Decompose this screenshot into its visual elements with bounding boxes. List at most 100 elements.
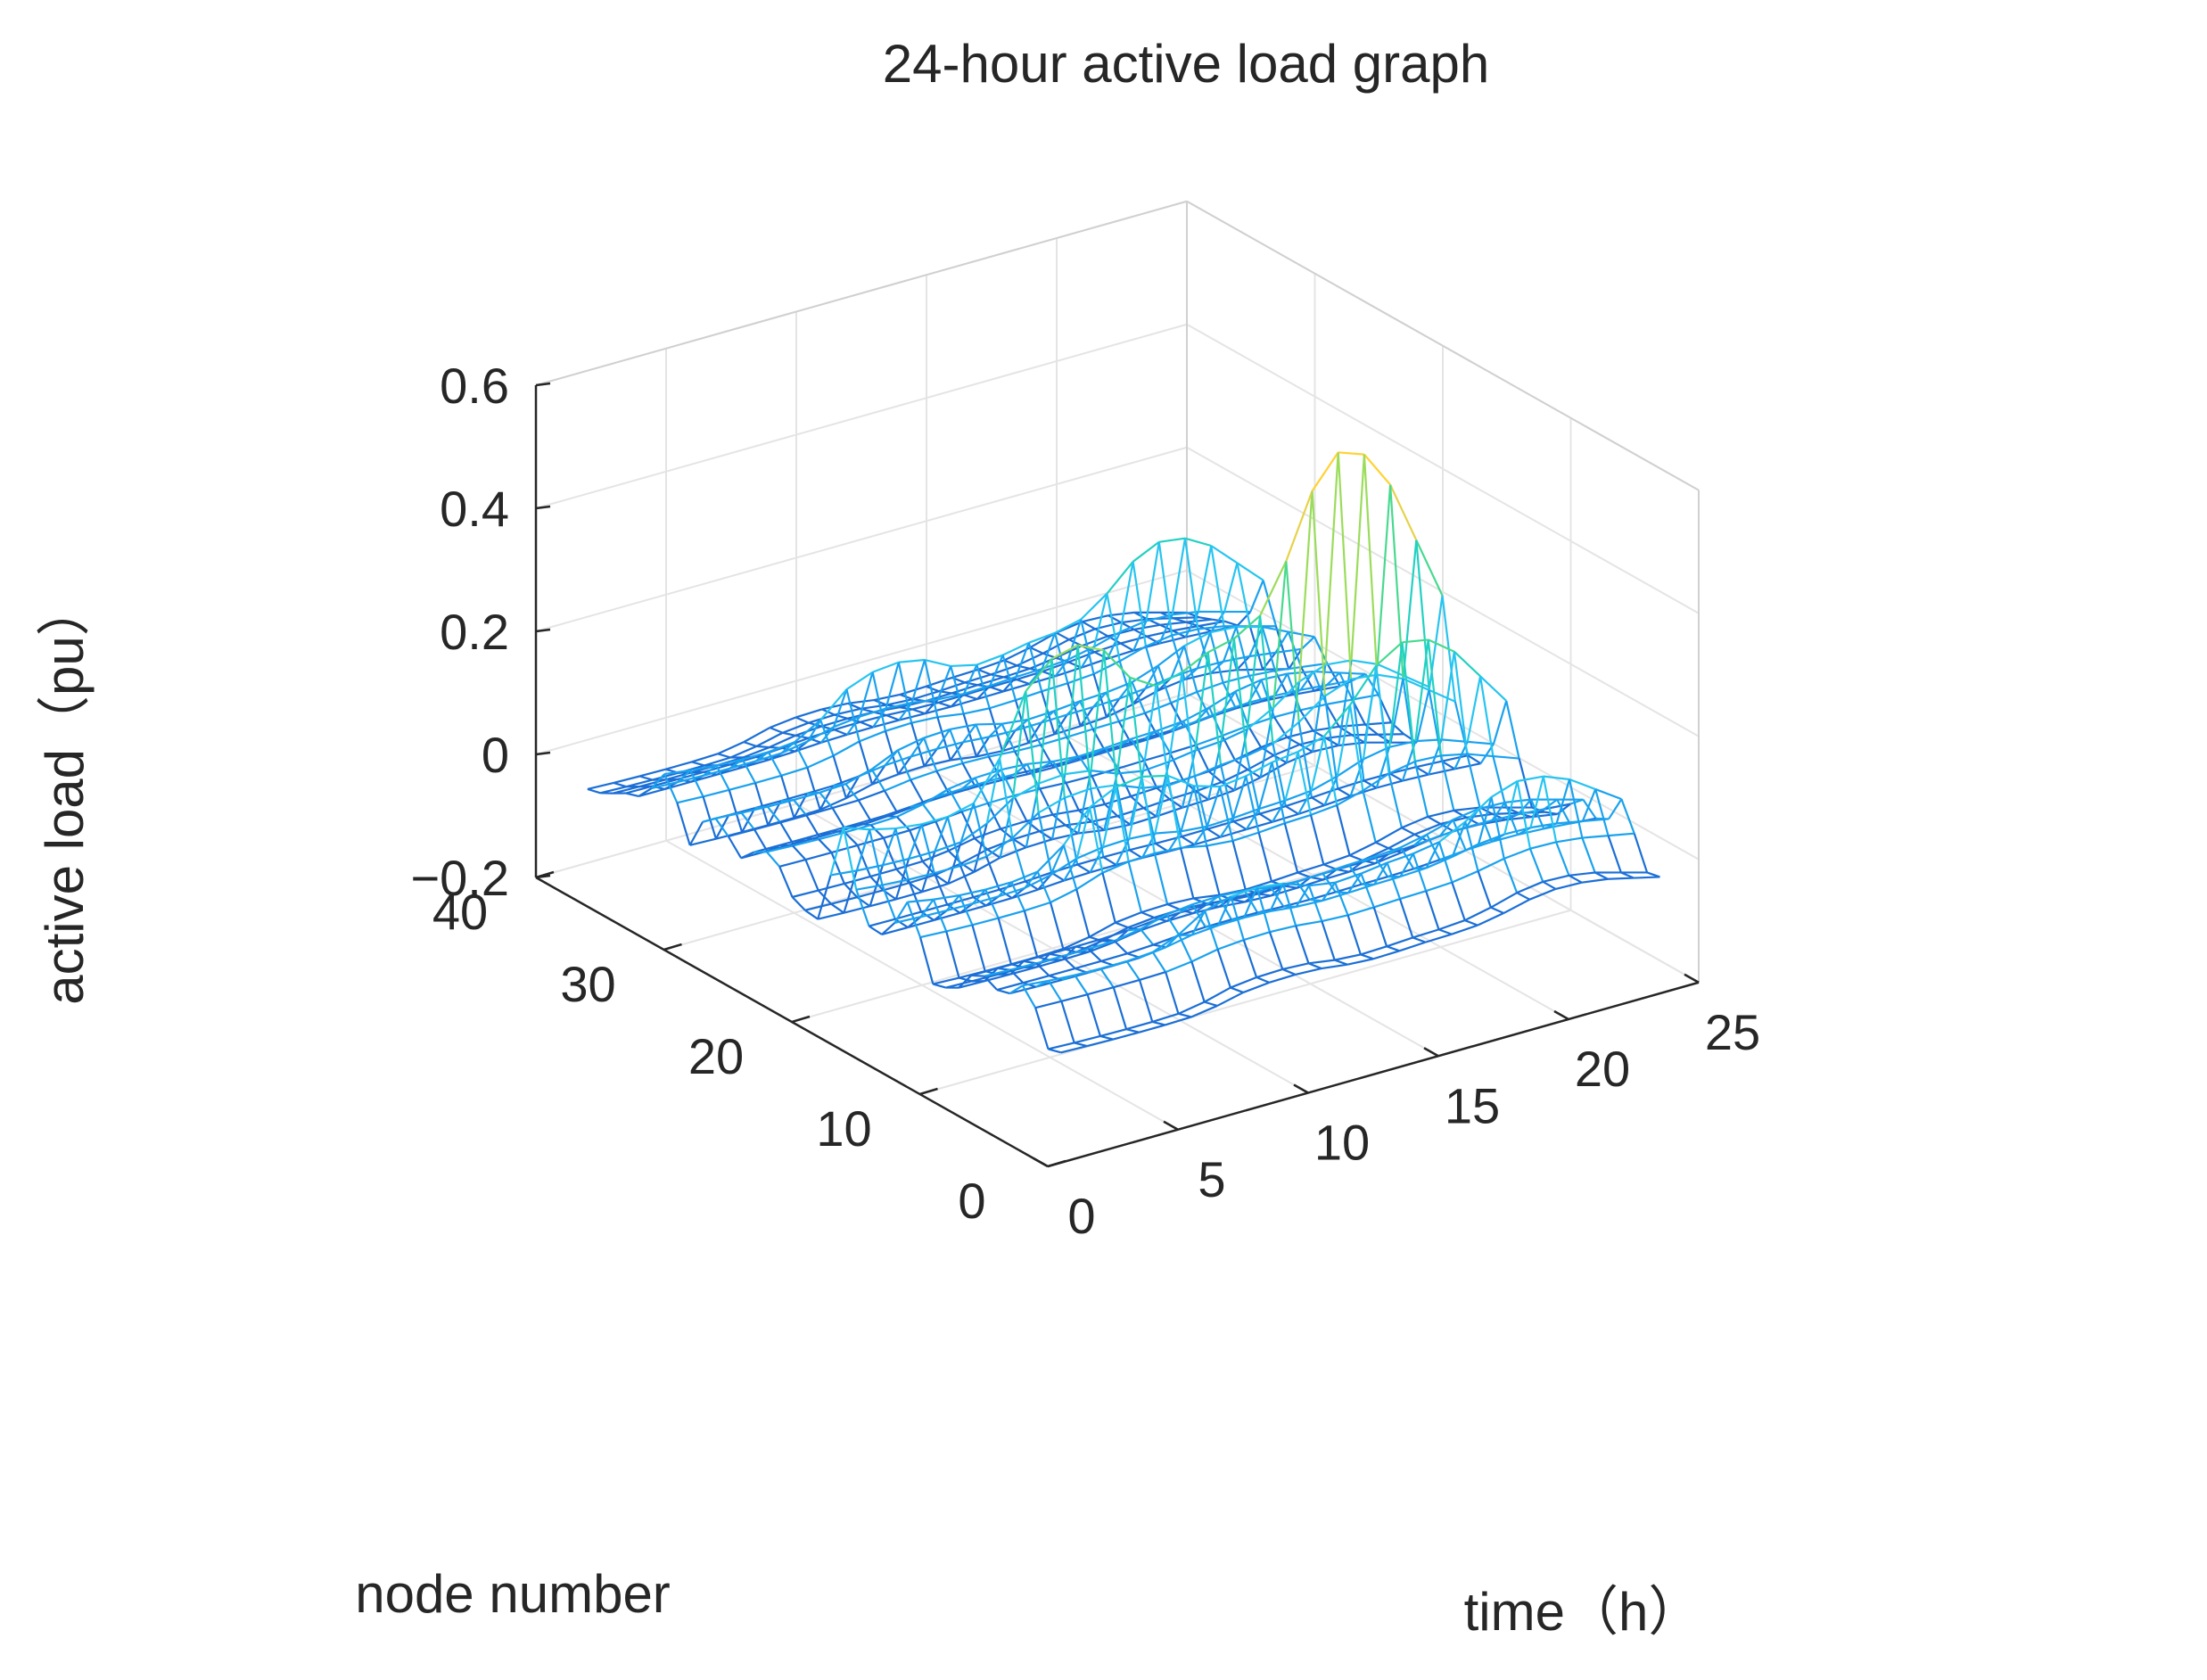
mesh-line-time: [1103, 849, 1130, 859]
mesh-line-node: [961, 762, 976, 788]
mesh-line-time: [910, 770, 937, 781]
mesh-line-time: [1089, 921, 1116, 938]
mesh-line-time: [1141, 919, 1168, 932]
mesh-line-time: [1014, 767, 1041, 776]
mesh-line-node: [1075, 807, 1091, 859]
mesh-line-time: [819, 688, 848, 721]
mesh-line-time: [1126, 943, 1154, 955]
mesh-line-node: [1582, 799, 1597, 819]
mesh-line-node: [1074, 1042, 1088, 1048]
mesh-line-node: [1312, 671, 1328, 705]
mesh-line-time: [881, 926, 909, 936]
mesh-line-node: [794, 741, 809, 769]
mesh-line-node: [1015, 642, 1030, 678]
mesh-line-node: [1464, 821, 1479, 872]
mesh-line-node: [1061, 955, 1076, 969]
mesh-line-node: [1477, 796, 1493, 844]
mesh-line-node: [1337, 787, 1352, 797]
mesh-line-time: [1105, 737, 1132, 749]
mesh-line-node: [1035, 962, 1050, 976]
node-tick-mark: [919, 1087, 938, 1096]
mesh-line-time: [1308, 959, 1335, 965]
mesh-line-time: [1297, 735, 1325, 753]
mesh-line-time: [1172, 610, 1198, 616]
mesh-line-node: [1323, 775, 1338, 806]
mesh-line-time: [794, 809, 821, 819]
mesh-line-node: [831, 807, 846, 830]
mesh-line-time: [1131, 729, 1158, 740]
mesh-line-node: [1334, 882, 1349, 916]
mesh-line-node: [1338, 660, 1353, 746]
mesh-line-node: [1151, 951, 1167, 973]
mesh-line-node: [1633, 833, 1649, 873]
mesh-line-time: [1002, 682, 1030, 693]
mesh-line-node: [933, 983, 946, 989]
mesh-line-node: [1101, 786, 1117, 848]
mesh-line-node: [922, 737, 938, 772]
mesh-line-node: [805, 814, 820, 837]
mesh-line-time: [884, 805, 911, 817]
z-tick-mark: [535, 505, 551, 510]
mesh-line-time: [949, 723, 976, 731]
mesh-line-time: [703, 767, 730, 777]
mesh-line-node: [1271, 762, 1286, 824]
mesh-line-node: [1166, 775, 1182, 849]
mesh-line-node: [1102, 856, 1117, 866]
mesh-line-node: [972, 888, 987, 905]
mesh-line-time: [1158, 537, 1186, 543]
mesh-line-node: [806, 767, 821, 811]
mesh-line-node: [896, 749, 912, 780]
mesh-line-node: [1028, 668, 1043, 685]
mesh-line-node: [1190, 910, 1206, 935]
mesh-line-time: [1038, 796, 1066, 814]
time-tick-mark: [1553, 1009, 1569, 1021]
mesh-line-node: [1204, 1001, 1218, 1007]
mesh-line-time: [1210, 545, 1239, 564]
mesh-line-time: [1119, 645, 1147, 663]
mesh-line-node: [1478, 808, 1493, 843]
back-wall-gridline: [535, 569, 1188, 755]
mesh-line-time: [1387, 852, 1414, 864]
mesh-line-time: [1440, 753, 1468, 757]
mesh-line-time: [856, 889, 884, 899]
mesh-line-time: [925, 705, 951, 715]
mesh-line-node: [870, 769, 885, 792]
mesh-line-time: [599, 786, 627, 795]
mesh-line-time: [1454, 762, 1481, 770]
mesh-line-time: [1349, 664, 1378, 706]
mesh-line-time: [857, 814, 885, 825]
mesh-line-time: [1517, 775, 1544, 783]
mesh-line-time: [1025, 838, 1053, 849]
mesh-line-node: [1023, 910, 1039, 958]
mesh-line-node: [1001, 655, 1017, 701]
top-edge: [1186, 200, 1700, 491]
mesh-line-time: [625, 785, 653, 795]
mesh-line-time: [1178, 1001, 1206, 1015]
mesh-line-time: [896, 803, 924, 818]
mesh-line-time: [1324, 678, 1352, 697]
mesh-line-node: [1257, 832, 1273, 882]
mesh-line-time: [1272, 812, 1299, 823]
mesh-line-time: [950, 755, 977, 762]
mesh-line-node: [1347, 864, 1363, 885]
mesh-line-time: [1074, 1034, 1101, 1044]
mesh-line-node: [1181, 836, 1195, 846]
mesh-line-time: [1165, 960, 1192, 974]
node-tick-label: 20: [688, 1028, 744, 1084]
mesh-line-time: [613, 786, 640, 795]
mesh-line-time: [996, 982, 1024, 992]
mesh-line-time: [1283, 898, 1310, 908]
mesh-line-node: [949, 741, 964, 762]
mesh-line-node: [1009, 968, 1025, 984]
mesh-line-time: [1608, 877, 1635, 880]
mesh-line-node: [1311, 796, 1325, 807]
mesh-line-node: [984, 889, 1000, 919]
mesh-line-time: [1299, 737, 1327, 745]
mesh-line-time: [1064, 871, 1091, 882]
mesh-line-time: [897, 737, 925, 752]
mesh-line-node: [924, 698, 939, 714]
mesh-line-node: [1220, 638, 1235, 742]
mesh-line-time: [1090, 863, 1117, 874]
mesh-line-time: [934, 911, 960, 922]
mesh-line-time: [843, 826, 870, 831]
